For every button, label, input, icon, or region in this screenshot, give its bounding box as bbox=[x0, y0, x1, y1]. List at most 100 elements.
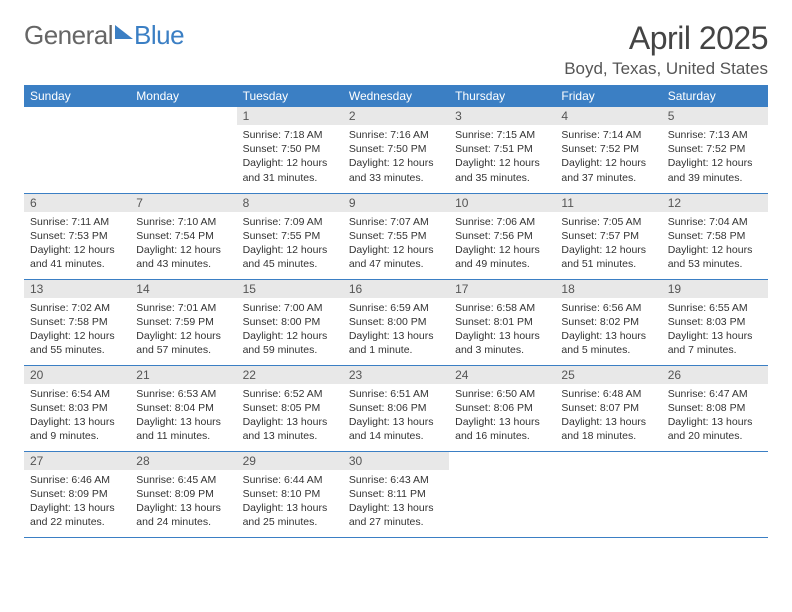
weekday-header: Saturday bbox=[662, 85, 768, 107]
sunrise-line: Sunrise: 6:55 AM bbox=[668, 301, 762, 315]
sunrise-line: Sunrise: 7:04 AM bbox=[668, 215, 762, 229]
header-row: GeneralBlue April 2025 Boyd, Texas, Unit… bbox=[24, 20, 768, 79]
day-number: 20 bbox=[24, 366, 130, 384]
day-details: Sunrise: 6:47 AMSunset: 8:08 PMDaylight:… bbox=[662, 384, 768, 448]
sunrise-line: Sunrise: 7:00 AM bbox=[243, 301, 337, 315]
title-block: April 2025 Boyd, Texas, United States bbox=[564, 20, 768, 79]
sunset-line: Sunset: 8:05 PM bbox=[243, 401, 337, 415]
sunrise-line: Sunrise: 7:11 AM bbox=[30, 215, 124, 229]
sunrise-line: Sunrise: 7:14 AM bbox=[561, 128, 655, 142]
day-details: Sunrise: 6:46 AMSunset: 8:09 PMDaylight:… bbox=[24, 470, 130, 534]
day-details: Sunrise: 6:59 AMSunset: 8:00 PMDaylight:… bbox=[343, 298, 449, 362]
daylight-line: Daylight: 13 hours and 22 minutes. bbox=[30, 501, 124, 529]
calendar-day: 30Sunrise: 6:43 AMSunset: 8:11 PMDayligh… bbox=[343, 451, 449, 537]
sunset-line: Sunset: 7:56 PM bbox=[455, 229, 549, 243]
sunset-line: Sunset: 7:57 PM bbox=[561, 229, 655, 243]
day-number: 24 bbox=[449, 366, 555, 384]
sunset-line: Sunset: 8:04 PM bbox=[136, 401, 230, 415]
sunrise-line: Sunrise: 7:15 AM bbox=[455, 128, 549, 142]
daylight-line: Daylight: 12 hours and 43 minutes. bbox=[136, 243, 230, 271]
daylight-line: Daylight: 13 hours and 18 minutes. bbox=[561, 415, 655, 443]
logo-sail-icon bbox=[115, 25, 133, 39]
sunset-line: Sunset: 7:53 PM bbox=[30, 229, 124, 243]
calendar-table: SundayMondayTuesdayWednesdayThursdayFrid… bbox=[24, 85, 768, 538]
calendar-day: 19Sunrise: 6:55 AMSunset: 8:03 PMDayligh… bbox=[662, 279, 768, 365]
sunset-line: Sunset: 8:06 PM bbox=[455, 401, 549, 415]
day-number: 8 bbox=[237, 194, 343, 212]
weekday-header: Friday bbox=[555, 85, 661, 107]
daylight-line: Daylight: 12 hours and 35 minutes. bbox=[455, 156, 549, 184]
day-number: 5 bbox=[662, 107, 768, 125]
daylight-line: Daylight: 12 hours and 53 minutes. bbox=[668, 243, 762, 271]
sunrise-line: Sunrise: 6:47 AM bbox=[668, 387, 762, 401]
day-number: 18 bbox=[555, 280, 661, 298]
day-number: 1 bbox=[237, 107, 343, 125]
sunset-line: Sunset: 7:52 PM bbox=[561, 142, 655, 156]
sunset-line: Sunset: 7:58 PM bbox=[668, 229, 762, 243]
sunrise-line: Sunrise: 6:45 AM bbox=[136, 473, 230, 487]
calendar-day-empty bbox=[130, 107, 236, 193]
sunrise-line: Sunrise: 7:07 AM bbox=[349, 215, 443, 229]
daylight-line: Daylight: 13 hours and 25 minutes. bbox=[243, 501, 337, 529]
weekday-header: Thursday bbox=[449, 85, 555, 107]
daylight-line: Daylight: 13 hours and 13 minutes. bbox=[243, 415, 337, 443]
day-details: Sunrise: 6:54 AMSunset: 8:03 PMDaylight:… bbox=[24, 384, 130, 448]
logo-text-2: Blue bbox=[134, 20, 184, 51]
calendar-day: 9Sunrise: 7:07 AMSunset: 7:55 PMDaylight… bbox=[343, 193, 449, 279]
calendar-day: 27Sunrise: 6:46 AMSunset: 8:09 PMDayligh… bbox=[24, 451, 130, 537]
day-details: Sunrise: 7:09 AMSunset: 7:55 PMDaylight:… bbox=[237, 212, 343, 276]
daylight-line: Daylight: 13 hours and 24 minutes. bbox=[136, 501, 230, 529]
sunrise-line: Sunrise: 7:09 AM bbox=[243, 215, 337, 229]
sunset-line: Sunset: 8:00 PM bbox=[349, 315, 443, 329]
calendar-day: 11Sunrise: 7:05 AMSunset: 7:57 PMDayligh… bbox=[555, 193, 661, 279]
calendar-day: 14Sunrise: 7:01 AMSunset: 7:59 PMDayligh… bbox=[130, 279, 236, 365]
calendar-day: 23Sunrise: 6:51 AMSunset: 8:06 PMDayligh… bbox=[343, 365, 449, 451]
day-details: Sunrise: 7:04 AMSunset: 7:58 PMDaylight:… bbox=[662, 212, 768, 276]
day-details: Sunrise: 7:15 AMSunset: 7:51 PMDaylight:… bbox=[449, 125, 555, 189]
calendar-day: 22Sunrise: 6:52 AMSunset: 8:05 PMDayligh… bbox=[237, 365, 343, 451]
day-number: 2 bbox=[343, 107, 449, 125]
sunset-line: Sunset: 8:09 PM bbox=[30, 487, 124, 501]
sunset-line: Sunset: 8:10 PM bbox=[243, 487, 337, 501]
calendar-day: 2Sunrise: 7:16 AMSunset: 7:50 PMDaylight… bbox=[343, 107, 449, 193]
sunset-line: Sunset: 8:08 PM bbox=[668, 401, 762, 415]
sunrise-line: Sunrise: 6:48 AM bbox=[561, 387, 655, 401]
sunrise-line: Sunrise: 6:46 AM bbox=[30, 473, 124, 487]
calendar-week: 27Sunrise: 6:46 AMSunset: 8:09 PMDayligh… bbox=[24, 451, 768, 537]
day-details: Sunrise: 6:52 AMSunset: 8:05 PMDaylight:… bbox=[237, 384, 343, 448]
calendar-week: 13Sunrise: 7:02 AMSunset: 7:58 PMDayligh… bbox=[24, 279, 768, 365]
sunset-line: Sunset: 8:02 PM bbox=[561, 315, 655, 329]
sunset-line: Sunset: 8:01 PM bbox=[455, 315, 549, 329]
day-details: Sunrise: 6:55 AMSunset: 8:03 PMDaylight:… bbox=[662, 298, 768, 362]
day-details: Sunrise: 7:10 AMSunset: 7:54 PMDaylight:… bbox=[130, 212, 236, 276]
daylight-line: Daylight: 12 hours and 49 minutes. bbox=[455, 243, 549, 271]
day-details: Sunrise: 7:00 AMSunset: 8:00 PMDaylight:… bbox=[237, 298, 343, 362]
day-details: Sunrise: 6:51 AMSunset: 8:06 PMDaylight:… bbox=[343, 384, 449, 448]
logo: GeneralBlue bbox=[24, 20, 184, 51]
calendar-day: 6Sunrise: 7:11 AMSunset: 7:53 PMDaylight… bbox=[24, 193, 130, 279]
sunset-line: Sunset: 7:51 PM bbox=[455, 142, 549, 156]
day-details: Sunrise: 7:01 AMSunset: 7:59 PMDaylight:… bbox=[130, 298, 236, 362]
sunset-line: Sunset: 7:50 PM bbox=[349, 142, 443, 156]
sunrise-line: Sunrise: 6:51 AM bbox=[349, 387, 443, 401]
calendar-day-empty bbox=[24, 107, 130, 193]
day-number: 29 bbox=[237, 452, 343, 470]
location-text: Boyd, Texas, United States bbox=[564, 59, 768, 79]
daylight-line: Daylight: 12 hours and 41 minutes. bbox=[30, 243, 124, 271]
weekday-header: Tuesday bbox=[237, 85, 343, 107]
day-details: Sunrise: 7:18 AMSunset: 7:50 PMDaylight:… bbox=[237, 125, 343, 189]
daylight-line: Daylight: 12 hours and 39 minutes. bbox=[668, 156, 762, 184]
calendar-page: GeneralBlue April 2025 Boyd, Texas, Unit… bbox=[0, 0, 792, 558]
daylight-line: Daylight: 12 hours and 45 minutes. bbox=[243, 243, 337, 271]
calendar-day: 13Sunrise: 7:02 AMSunset: 7:58 PMDayligh… bbox=[24, 279, 130, 365]
calendar-body: 1Sunrise: 7:18 AMSunset: 7:50 PMDaylight… bbox=[24, 107, 768, 537]
calendar-week: 1Sunrise: 7:18 AMSunset: 7:50 PMDaylight… bbox=[24, 107, 768, 193]
day-details: Sunrise: 7:16 AMSunset: 7:50 PMDaylight:… bbox=[343, 125, 449, 189]
calendar-day: 29Sunrise: 6:44 AMSunset: 8:10 PMDayligh… bbox=[237, 451, 343, 537]
sunset-line: Sunset: 7:59 PM bbox=[136, 315, 230, 329]
daylight-line: Daylight: 13 hours and 1 minute. bbox=[349, 329, 443, 357]
daylight-line: Daylight: 12 hours and 51 minutes. bbox=[561, 243, 655, 271]
calendar-day: 8Sunrise: 7:09 AMSunset: 7:55 PMDaylight… bbox=[237, 193, 343, 279]
sunrise-line: Sunrise: 7:02 AM bbox=[30, 301, 124, 315]
day-number: 28 bbox=[130, 452, 236, 470]
